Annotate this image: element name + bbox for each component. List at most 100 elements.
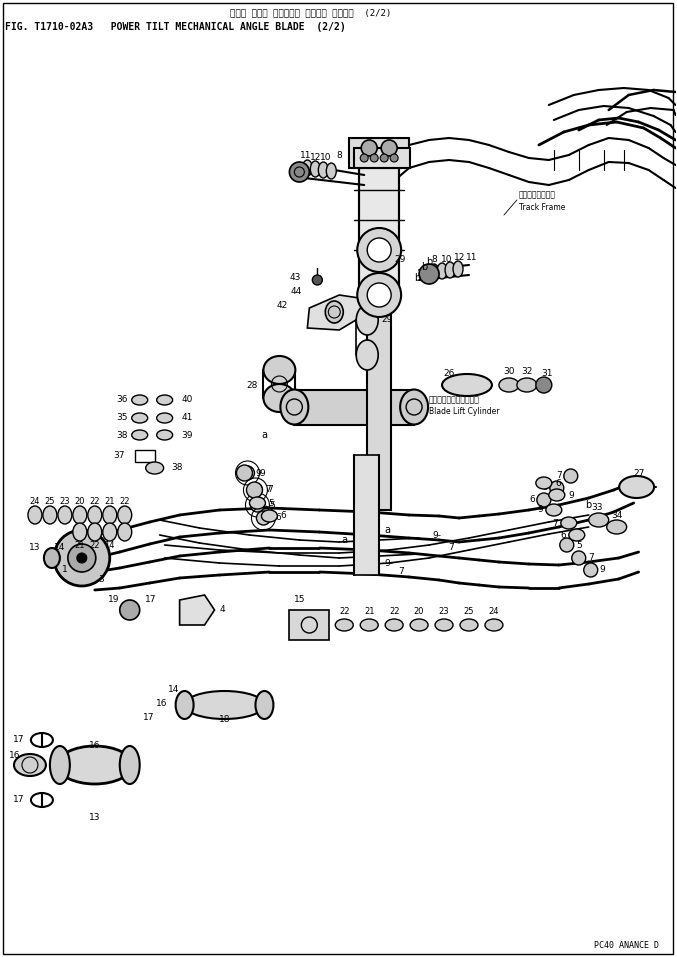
Bar — [135, 450, 154, 462]
Text: 24: 24 — [30, 498, 40, 506]
Text: 14: 14 — [54, 544, 66, 552]
Ellipse shape — [50, 746, 70, 784]
Text: 34: 34 — [611, 510, 622, 520]
Circle shape — [560, 538, 574, 552]
Ellipse shape — [118, 523, 132, 541]
Ellipse shape — [549, 489, 565, 501]
Text: 9: 9 — [259, 469, 265, 478]
Circle shape — [250, 498, 265, 512]
Text: パワー チルト メカニカル アングル ブレード  (2/2): パワー チルト メカニカル アングル ブレード (2/2) — [230, 8, 391, 17]
Circle shape — [312, 275, 322, 285]
Circle shape — [380, 154, 388, 162]
Ellipse shape — [589, 513, 609, 527]
Text: 18: 18 — [219, 716, 230, 724]
Text: 22: 22 — [389, 608, 399, 616]
Ellipse shape — [249, 497, 265, 509]
Text: a: a — [261, 430, 267, 440]
Circle shape — [536, 377, 552, 393]
Ellipse shape — [437, 263, 447, 279]
Text: b: b — [414, 273, 420, 283]
Text: 33: 33 — [591, 503, 603, 513]
Ellipse shape — [156, 413, 173, 423]
Text: 13: 13 — [29, 544, 41, 552]
Ellipse shape — [318, 162, 328, 178]
Text: 39: 39 — [181, 431, 193, 439]
Ellipse shape — [326, 163, 336, 179]
Bar — [354, 455, 379, 575]
Text: 32: 32 — [521, 367, 533, 376]
Text: 17: 17 — [14, 795, 25, 805]
Text: ブレードリフトシリンダ: ブレードリフトシリンダ — [429, 395, 480, 405]
Ellipse shape — [335, 619, 353, 631]
Ellipse shape — [442, 374, 492, 396]
Text: 10: 10 — [320, 153, 331, 163]
Circle shape — [362, 140, 377, 156]
Text: 16: 16 — [8, 750, 20, 760]
Text: 7: 7 — [588, 553, 594, 563]
Ellipse shape — [429, 264, 439, 280]
Ellipse shape — [310, 161, 320, 177]
Text: 27: 27 — [633, 469, 645, 478]
Text: 29: 29 — [381, 316, 393, 324]
Text: 13: 13 — [89, 813, 101, 822]
Ellipse shape — [410, 619, 428, 631]
Text: 9: 9 — [542, 483, 548, 493]
Circle shape — [360, 154, 368, 162]
Ellipse shape — [43, 506, 57, 524]
Text: 11: 11 — [466, 253, 478, 261]
Text: a: a — [341, 535, 347, 545]
Text: 37: 37 — [113, 451, 125, 459]
Text: 31: 31 — [541, 369, 552, 379]
Text: Track Frame: Track Frame — [519, 203, 565, 211]
Ellipse shape — [569, 529, 585, 541]
Circle shape — [248, 483, 263, 497]
Polygon shape — [179, 595, 215, 625]
Ellipse shape — [435, 619, 453, 631]
Ellipse shape — [73, 523, 87, 541]
Circle shape — [367, 238, 391, 262]
Text: 7: 7 — [398, 568, 404, 576]
Text: 23: 23 — [439, 608, 450, 616]
Text: a: a — [384, 525, 390, 535]
Text: 16: 16 — [156, 699, 168, 707]
Ellipse shape — [146, 462, 164, 474]
Text: 21: 21 — [364, 608, 374, 616]
Circle shape — [367, 283, 391, 307]
Ellipse shape — [536, 477, 552, 489]
Text: 23: 23 — [60, 498, 70, 506]
Text: 9-: 9- — [385, 559, 393, 568]
Circle shape — [572, 551, 586, 565]
Text: 6: 6 — [555, 478, 561, 487]
Ellipse shape — [619, 476, 654, 498]
Text: 2: 2 — [77, 538, 83, 546]
Text: 6: 6 — [276, 514, 281, 523]
Ellipse shape — [118, 506, 132, 524]
Text: 30: 30 — [503, 367, 515, 376]
Ellipse shape — [607, 520, 627, 534]
Text: 20: 20 — [414, 608, 424, 616]
Text: 22: 22 — [89, 498, 100, 506]
Text: 1: 1 — [62, 566, 68, 574]
Text: 6: 6 — [560, 530, 566, 540]
Text: 24: 24 — [489, 608, 499, 616]
Text: Blade Lift Cylinder: Blade Lift Cylinder — [429, 408, 500, 416]
Text: 43: 43 — [290, 274, 301, 282]
Ellipse shape — [88, 523, 102, 541]
Text: 8: 8 — [431, 256, 437, 264]
Ellipse shape — [28, 506, 42, 524]
Text: 7: 7 — [265, 485, 271, 495]
Circle shape — [564, 469, 577, 483]
Text: 8: 8 — [336, 151, 342, 161]
Text: 5: 5 — [269, 501, 276, 509]
Ellipse shape — [58, 506, 72, 524]
Ellipse shape — [58, 746, 132, 784]
Text: 40: 40 — [181, 395, 193, 405]
Ellipse shape — [385, 619, 403, 631]
Ellipse shape — [120, 746, 139, 784]
Text: 17: 17 — [143, 714, 154, 723]
Circle shape — [289, 162, 309, 182]
Text: 4: 4 — [219, 606, 225, 614]
Text: 9: 9 — [568, 491, 573, 500]
Text: 21: 21 — [74, 542, 85, 550]
Circle shape — [390, 154, 398, 162]
